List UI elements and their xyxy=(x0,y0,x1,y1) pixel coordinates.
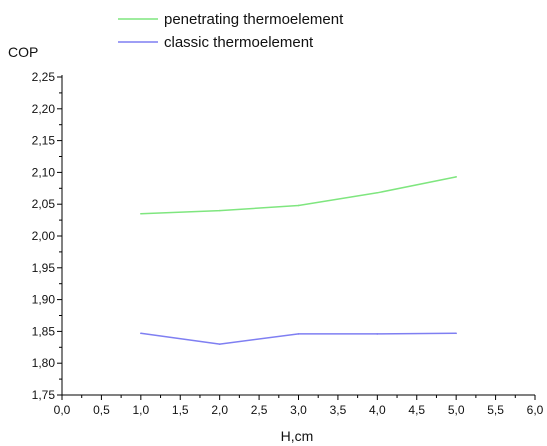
y-tick-label: 2,20 xyxy=(32,102,56,116)
y-tick-label: 1,90 xyxy=(32,293,56,307)
legend-label-classic: classic thermoelement xyxy=(164,34,314,51)
y-tick-label: 2,15 xyxy=(32,134,56,148)
series-line-classic xyxy=(140,332,457,345)
x-tick-label: 4,0 xyxy=(369,403,386,417)
data-point-penetrating xyxy=(297,204,300,207)
x-axis-title: H,cm xyxy=(281,428,314,444)
x-tick-label: 5,0 xyxy=(448,403,465,417)
data-point-classic xyxy=(297,333,300,335)
data-point-penetrating xyxy=(218,209,221,212)
x-tick-label: 0,5 xyxy=(93,403,110,417)
x-tick-label: 1,5 xyxy=(172,403,189,417)
x-tick-label: 2,0 xyxy=(211,403,228,417)
y-tick-label: 2,00 xyxy=(32,229,56,243)
x-tick-label: 0,0 xyxy=(54,403,71,417)
data-point-penetrating xyxy=(455,176,457,178)
data-point-penetrating xyxy=(140,212,142,215)
x-tick-label: 4,5 xyxy=(408,403,425,417)
y-tick-label: 2,10 xyxy=(32,165,56,179)
x-tick-label: 6,0 xyxy=(527,403,544,417)
x-tick-label: 5,5 xyxy=(487,403,504,417)
data-point-classic xyxy=(455,332,457,335)
y-tick-label: 1,75 xyxy=(32,388,56,402)
series-layer xyxy=(140,176,457,345)
data-point-penetrating xyxy=(376,191,379,194)
axes: 1,75 1,80 1,85 1,90 1,95 2,00 2,05 2,10 2,15 2,20… xyxy=(32,70,544,417)
y-tick-label: 2,25 xyxy=(32,70,56,84)
x-tick-label: 3,5 xyxy=(330,403,347,417)
y-tick-label: 1,80 xyxy=(32,356,56,370)
x-tick-label: 1,0 xyxy=(132,403,149,417)
series-line-penetrating xyxy=(140,176,457,215)
data-point-classic xyxy=(376,333,379,335)
y-tick-label: 1,95 xyxy=(32,261,56,275)
data-point-classic xyxy=(140,332,142,335)
x-tick-label: 2,5 xyxy=(251,403,268,417)
y-tick-label: 2,05 xyxy=(32,197,56,211)
y-axis-title: COP xyxy=(8,44,38,60)
legend: penetrating thermoelement classic thermo… xyxy=(118,11,344,51)
x-tick-label: 3,0 xyxy=(290,403,307,417)
data-point-classic xyxy=(218,343,221,345)
y-tick-label: 1,85 xyxy=(32,324,56,338)
legend-label-penetrating: penetrating thermoelement xyxy=(164,11,344,28)
